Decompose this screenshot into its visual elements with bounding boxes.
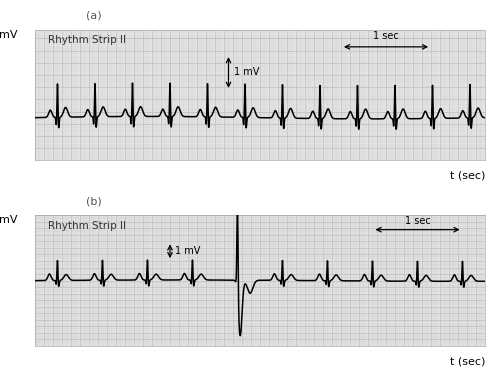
Text: 1 sec: 1 sec bbox=[373, 31, 399, 41]
Text: t (sec): t (sec) bbox=[450, 356, 485, 366]
Text: t (sec): t (sec) bbox=[450, 171, 485, 181]
Text: (b): (b) bbox=[86, 196, 102, 206]
Text: 1 mV: 1 mV bbox=[234, 67, 260, 77]
Text: (a): (a) bbox=[86, 11, 102, 20]
Text: mV: mV bbox=[0, 215, 17, 225]
Text: mV: mV bbox=[0, 30, 17, 40]
Text: 1 sec: 1 sec bbox=[404, 217, 430, 227]
Text: 1 mV: 1 mV bbox=[176, 246, 201, 256]
Text: Rhythm Strip II: Rhythm Strip II bbox=[48, 35, 126, 45]
Text: Rhythm Strip II: Rhythm Strip II bbox=[48, 221, 126, 231]
